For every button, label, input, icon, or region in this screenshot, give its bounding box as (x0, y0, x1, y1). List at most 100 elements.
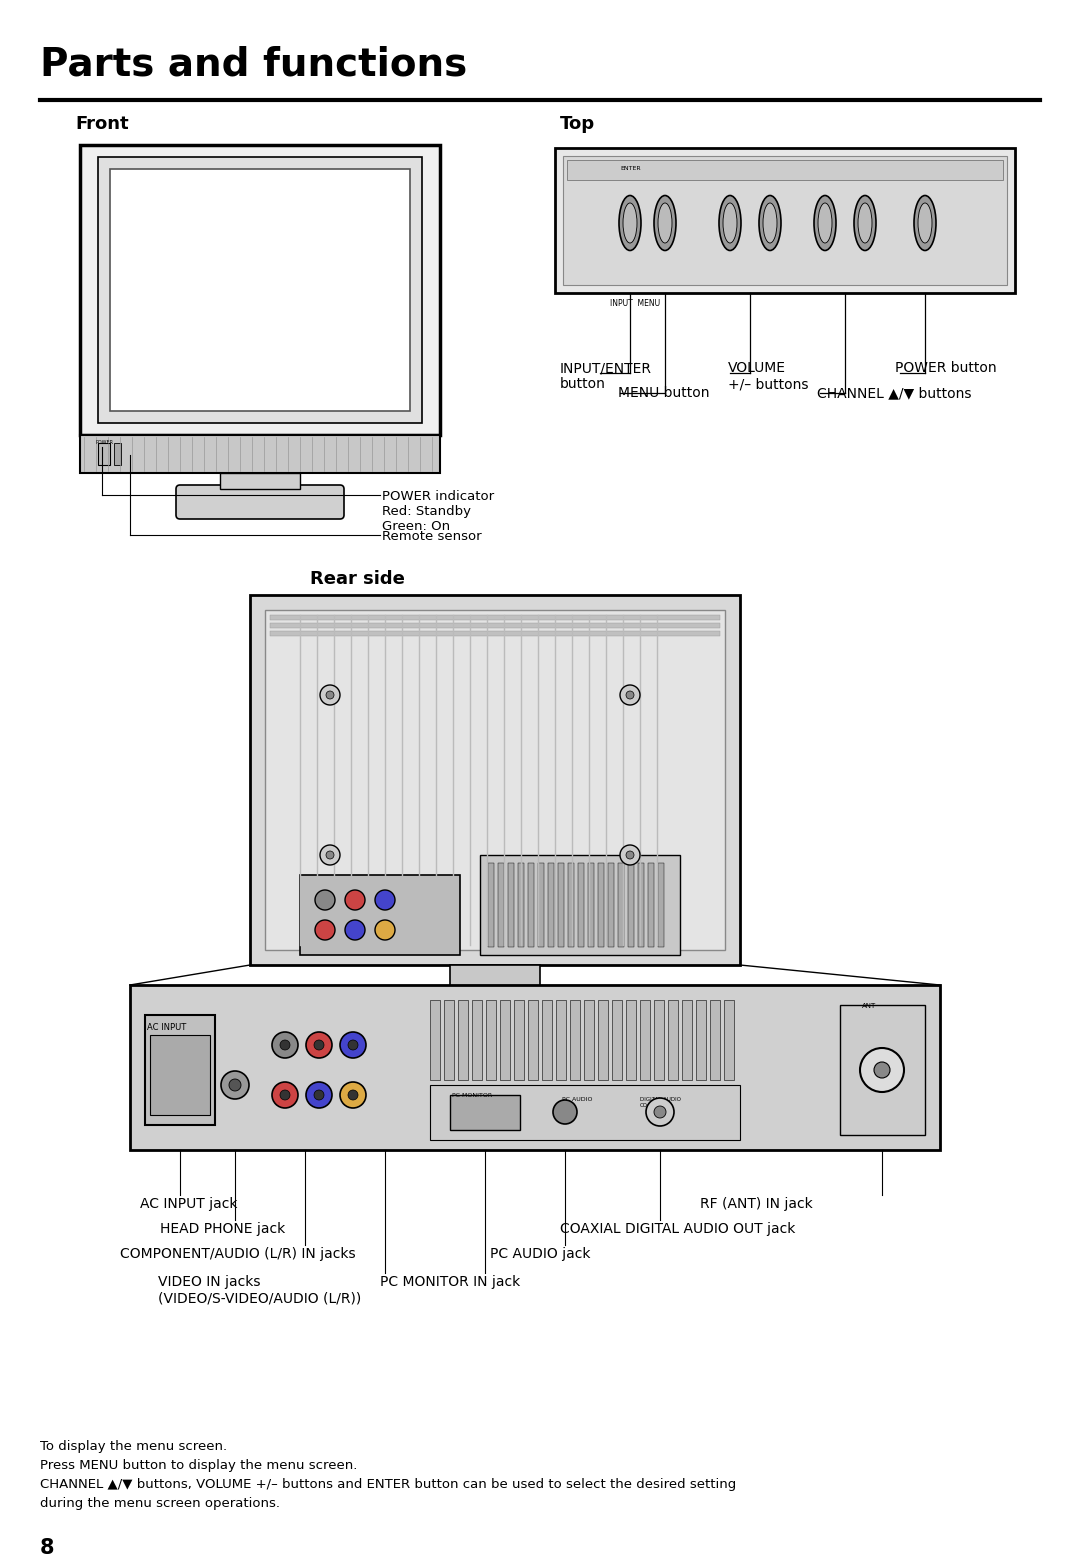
Text: AC INPUT jack: AC INPUT jack (140, 1197, 238, 1211)
Text: Parts and functions: Parts and functions (40, 45, 468, 83)
Text: Front: Front (75, 114, 129, 133)
Bar (612, 1000, 622, 1080)
Circle shape (874, 1062, 890, 1078)
Text: ENTER: ENTER (620, 166, 640, 171)
Text: Green: On: Green: On (382, 520, 450, 533)
Circle shape (553, 1100, 577, 1124)
Text: POWER indicator: POWER indicator (382, 490, 495, 503)
Circle shape (646, 1098, 674, 1127)
Bar (472, 1000, 482, 1080)
Bar (584, 1000, 594, 1080)
Bar (150, 1034, 210, 1116)
Bar (249, 595, 740, 965)
Bar (640, 1000, 650, 1080)
Circle shape (315, 920, 335, 940)
Circle shape (272, 1081, 298, 1108)
Circle shape (320, 845, 340, 865)
Bar (528, 1000, 538, 1080)
Circle shape (375, 890, 395, 910)
Ellipse shape (719, 196, 741, 251)
Bar (80, 436, 440, 473)
Circle shape (348, 1091, 357, 1100)
Circle shape (340, 1033, 366, 1058)
Bar (588, 863, 594, 946)
Ellipse shape (654, 196, 676, 251)
Text: HEAD PHONE jack: HEAD PHONE jack (160, 1222, 285, 1236)
Text: INPUT/ENTER: INPUT/ENTER (561, 360, 652, 375)
Circle shape (280, 1040, 291, 1050)
Circle shape (620, 845, 640, 865)
Text: COMPONENT/AUDIO (L/R) IN jacks: COMPONENT/AUDIO (L/R) IN jacks (120, 1247, 355, 1261)
Circle shape (620, 685, 640, 705)
Text: RF (ANT) IN jack: RF (ANT) IN jack (700, 1197, 813, 1211)
Text: Top: Top (561, 114, 595, 133)
Bar (98, 157, 422, 423)
Bar (430, 1084, 740, 1141)
Text: +/– buttons: +/– buttons (728, 378, 809, 392)
Bar (654, 1000, 664, 1080)
Bar (508, 863, 514, 946)
Text: Rear side: Rear side (310, 570, 405, 588)
Ellipse shape (918, 204, 932, 243)
Bar (578, 863, 584, 946)
Ellipse shape (658, 204, 672, 243)
Text: button: button (561, 378, 606, 392)
Bar (598, 1000, 608, 1080)
Bar (696, 1000, 706, 1080)
Circle shape (272, 1033, 298, 1058)
Circle shape (306, 1033, 332, 1058)
Bar (220, 473, 300, 489)
Circle shape (320, 685, 340, 705)
Ellipse shape (818, 204, 832, 243)
Bar (300, 874, 460, 954)
Bar (567, 160, 1003, 180)
Bar (840, 1004, 924, 1135)
Bar (710, 1000, 720, 1080)
Text: COAXIAL DIGITAL AUDIO OUT jack: COAXIAL DIGITAL AUDIO OUT jack (561, 1222, 795, 1236)
Text: ANT: ANT (862, 1003, 876, 1009)
Bar (570, 1000, 580, 1080)
Bar (480, 856, 680, 954)
Text: PC MONITOR: PC MONITOR (453, 1094, 492, 1098)
Text: POWER: POWER (96, 440, 114, 445)
Bar (627, 863, 634, 946)
Circle shape (326, 851, 334, 859)
Text: PC MONITOR IN jack: PC MONITOR IN jack (380, 1276, 521, 1290)
Bar (638, 863, 644, 946)
Circle shape (229, 1080, 241, 1091)
Bar (542, 1000, 552, 1080)
Bar (270, 614, 720, 621)
Bar (598, 863, 604, 946)
Ellipse shape (814, 196, 836, 251)
Ellipse shape (914, 196, 936, 251)
Text: To display the menu screen.: To display the menu screen. (40, 1440, 227, 1453)
Bar (658, 863, 664, 946)
Text: POWER button: POWER button (895, 360, 997, 375)
Bar (568, 863, 573, 946)
Bar (488, 863, 494, 946)
Circle shape (348, 1040, 357, 1050)
Bar (430, 1000, 440, 1080)
Bar (618, 863, 624, 946)
Bar (98, 443, 110, 465)
Circle shape (860, 1048, 904, 1092)
Bar (626, 1000, 636, 1080)
Bar (500, 1000, 510, 1080)
Bar (486, 1000, 496, 1080)
FancyBboxPatch shape (176, 486, 345, 519)
Ellipse shape (619, 196, 642, 251)
Bar (450, 965, 540, 995)
Bar (270, 624, 720, 628)
Text: MENU button: MENU button (618, 385, 710, 400)
Circle shape (314, 1091, 324, 1100)
Circle shape (315, 890, 335, 910)
Text: Remote sensor: Remote sensor (382, 530, 482, 544)
Bar (110, 169, 410, 411)
Bar (114, 443, 121, 465)
Bar (450, 1095, 519, 1130)
FancyBboxPatch shape (422, 992, 568, 1020)
Text: AC INPUT: AC INPUT (147, 1023, 186, 1033)
Bar (724, 1000, 734, 1080)
Text: VOLUME: VOLUME (728, 360, 786, 375)
Text: INPUT  MENU: INPUT MENU (610, 299, 660, 309)
